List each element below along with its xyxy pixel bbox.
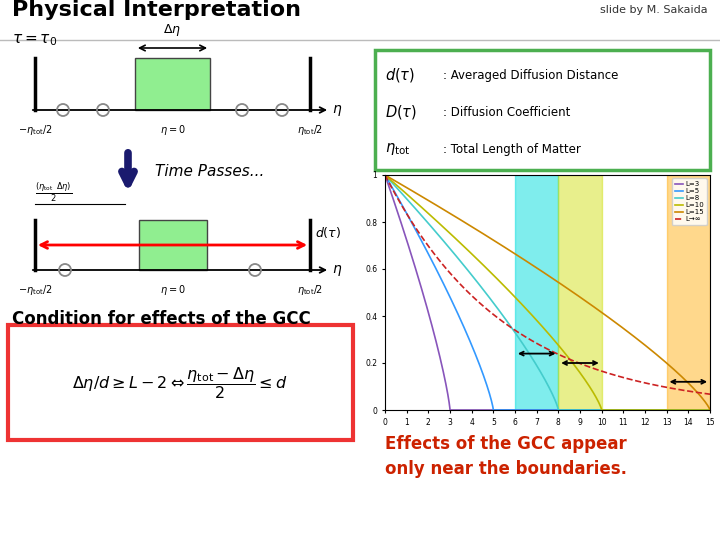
- L=10: [414, 201, 423, 207]
- Bar: [515, 175, 558, 410]
- Text: $\eta = 0$: $\eta = 0$: [160, 123, 185, 137]
- L=10: [640, 407, 649, 413]
- Text: $D(\tau)$: $D(\tau)$: [385, 103, 417, 121]
- L=3: [524, 407, 533, 413]
- Text: : Averaged Diffusion Distance: : Averaged Diffusion Distance: [443, 69, 618, 82]
- L=5: [489, 407, 498, 413]
- Bar: [8, 325, 353, 440]
- L=5: [604, 407, 613, 413]
- L→∞: [604, 370, 613, 376]
- Text: Effects of the GCC appear: Effects of the GCC appear: [385, 435, 626, 453]
- L=5: [414, 231, 423, 238]
- L=5: [524, 407, 533, 413]
- L=3: [381, 172, 390, 178]
- Text: only near the boundaries.: only near the boundaries.: [385, 460, 627, 478]
- Text: $\frac{(\eta_{\rm tot}\;\;\Delta\eta)}{2}$: $\frac{(\eta_{\rm tot}\;\;\Delta\eta)}{2…: [35, 181, 72, 204]
- L=3: [604, 407, 613, 413]
- L=8: [634, 407, 643, 413]
- L=3: [640, 407, 649, 413]
- L→∞: [512, 328, 521, 334]
- L→∞: [524, 335, 533, 342]
- Text: $\eta_{\rm tot}/2$: $\eta_{\rm tot}/2$: [297, 123, 323, 137]
- Text: $-\eta_{\rm tot}/2$: $-\eta_{\rm tot}/2$: [18, 123, 52, 137]
- L→∞: [381, 172, 390, 178]
- Bar: [0, 0, 720, 40]
- Line: L=8: L=8: [385, 175, 710, 410]
- L=15: [634, 337, 643, 343]
- Text: $\eta$: $\eta$: [332, 103, 342, 118]
- Bar: [558, 175, 602, 410]
- L=3: [513, 407, 521, 413]
- Text: $d(\tau)$: $d(\tau)$: [315, 225, 341, 240]
- L=10: [381, 172, 390, 178]
- Legend: L=3, L=5, L=8, L=10, L=15, L→∞: L=3, L=5, L=8, L=10, L=15, L→∞: [672, 179, 706, 225]
- Line: L=3: L=3: [385, 175, 710, 410]
- L=8: [381, 172, 390, 178]
- L→∞: [706, 391, 714, 397]
- L=8: [640, 407, 649, 413]
- Text: : Total Length of Matter: : Total Length of Matter: [443, 143, 581, 156]
- Line: L=5: L=5: [385, 175, 710, 410]
- L=3: [706, 407, 714, 413]
- L=5: [513, 407, 521, 413]
- Bar: [138, 220, 207, 270]
- L=5: [634, 407, 643, 413]
- Text: $\Delta\eta$: $\Delta\eta$: [163, 22, 181, 38]
- L=15: [414, 191, 423, 198]
- L=5: [640, 407, 649, 413]
- Text: Physical Interpretation: Physical Interpretation: [12, 0, 301, 20]
- Text: $\eta_{\rm tot}/2$: $\eta_{\rm tot}/2$: [297, 283, 323, 297]
- L=10: [634, 407, 643, 413]
- L=15: [706, 407, 714, 413]
- Bar: [375, 50, 710, 170]
- L→∞: [414, 228, 423, 235]
- L=5: [381, 172, 390, 178]
- L=10: [598, 407, 606, 413]
- L=15: [512, 252, 521, 258]
- Line: L→∞: L→∞: [385, 175, 710, 394]
- Text: $-\eta_{\rm tot}/2$: $-\eta_{\rm tot}/2$: [18, 283, 52, 297]
- L=3: [414, 274, 423, 281]
- Text: $\Delta\eta/d \geq L-2 \Leftrightarrow \dfrac{\eta_{\rm tot}-\Delta\eta}{2} \leq: $\Delta\eta/d \geq L-2 \Leftrightarrow \…: [72, 365, 288, 401]
- L=8: [414, 208, 423, 215]
- Text: Condition for effects of the GCC: Condition for effects of the GCC: [12, 310, 311, 328]
- L=15: [381, 172, 390, 178]
- L=5: [706, 407, 714, 413]
- Text: $d(\tau)$: $d(\tau)$: [385, 66, 415, 84]
- L=8: [512, 332, 521, 338]
- Text: slide by M. Sakaida: slide by M. Sakaida: [600, 5, 708, 15]
- Text: : Diffusion Coefficient: : Diffusion Coefficient: [443, 105, 570, 118]
- L=8: [706, 407, 714, 413]
- Bar: [135, 58, 210, 110]
- Text: Time Passes...: Time Passes...: [155, 165, 264, 179]
- L=3: [446, 407, 454, 413]
- L=8: [524, 349, 533, 355]
- L=10: [604, 407, 613, 413]
- L=15: [640, 341, 649, 348]
- L=10: [706, 407, 714, 413]
- L=10: [524, 308, 533, 314]
- L=3: [634, 407, 643, 413]
- L=15: [524, 259, 533, 266]
- Text: $\tau = \tau_0$: $\tau = \tau_0$: [12, 32, 57, 48]
- L→∞: [634, 378, 643, 384]
- Text: $\eta$: $\eta$: [332, 262, 342, 278]
- L=8: [554, 407, 563, 413]
- L=15: [604, 314, 613, 320]
- L→∞: [640, 380, 649, 386]
- L=10: [512, 295, 521, 302]
- L=8: [604, 407, 613, 413]
- Line: L=15: L=15: [385, 175, 710, 410]
- Text: $\eta_{\mathrm{tot}}$: $\eta_{\mathrm{tot}}$: [385, 141, 410, 157]
- Text: $\eta = 0$: $\eta = 0$: [160, 283, 185, 297]
- Bar: [667, 175, 710, 410]
- Line: L=10: L=10: [385, 175, 710, 410]
